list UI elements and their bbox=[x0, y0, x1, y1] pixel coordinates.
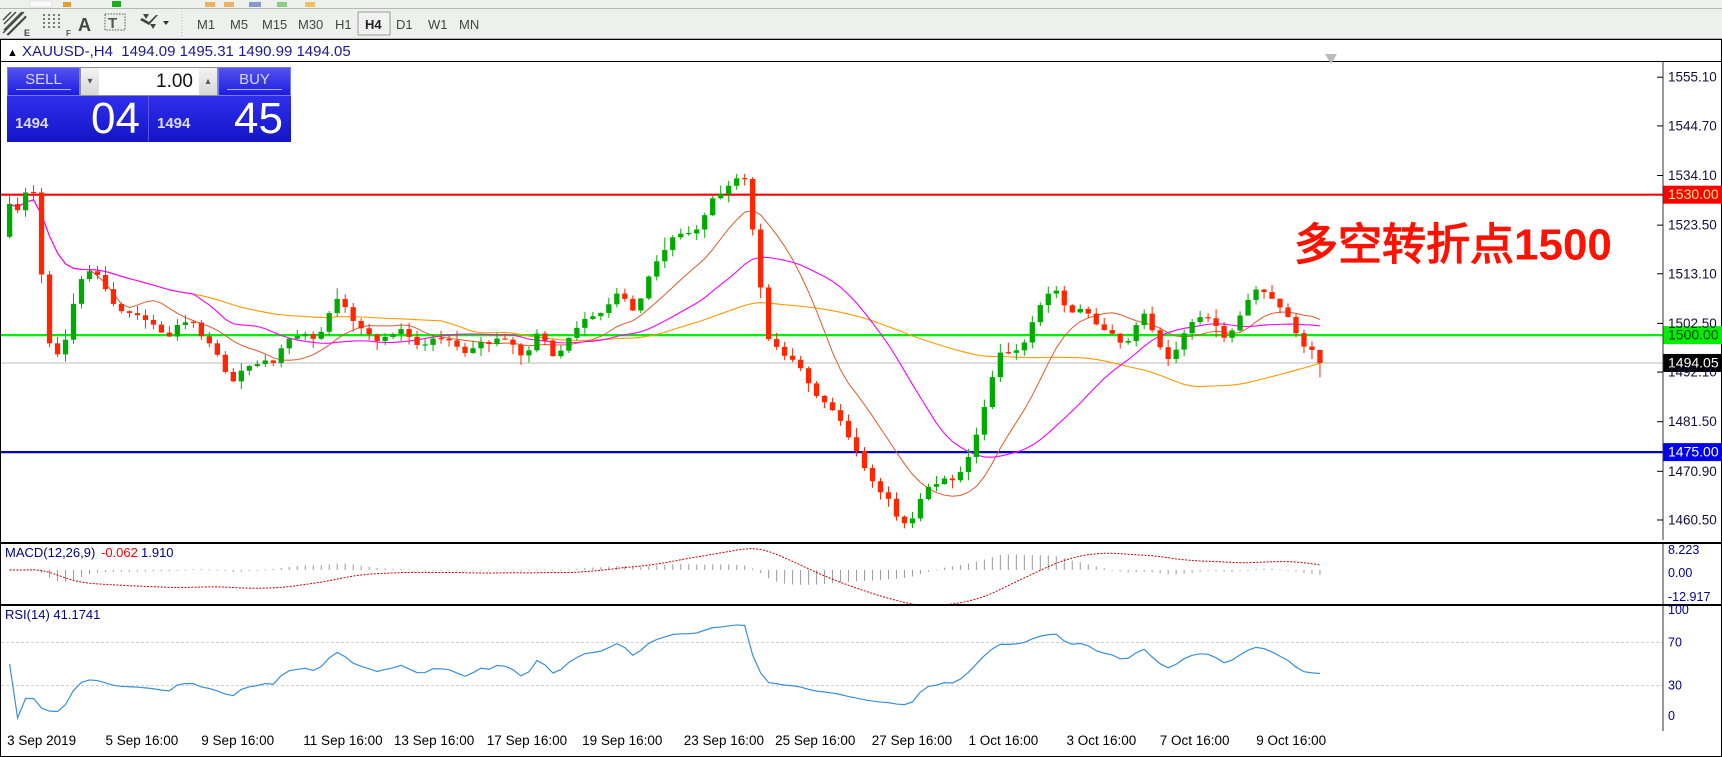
svg-text:3 Oct 16:00: 3 Oct 16:00 bbox=[1067, 733, 1137, 748]
svg-text:23 Sep 16:00: 23 Sep 16:00 bbox=[684, 733, 764, 748]
svg-text:1502.50: 1502.50 bbox=[1668, 316, 1717, 331]
svg-text:19 Sep 16:00: 19 Sep 16:00 bbox=[582, 733, 662, 748]
svg-text:M30: M30 bbox=[298, 17, 323, 32]
svg-text:1534.10: 1534.10 bbox=[1668, 168, 1717, 183]
svg-text:M5: M5 bbox=[230, 17, 248, 32]
svg-text:T: T bbox=[108, 15, 117, 32]
svg-text:1513.10: 1513.10 bbox=[1668, 266, 1717, 281]
svg-text:25 Sep 16:00: 25 Sep 16:00 bbox=[775, 733, 855, 748]
svg-text:M15: M15 bbox=[262, 17, 287, 32]
svg-text:8.223: 8.223 bbox=[1668, 543, 1699, 557]
svg-text:1492.10: 1492.10 bbox=[1668, 365, 1717, 380]
svg-text:H1: H1 bbox=[335, 17, 352, 32]
svg-text:-0.062: -0.062 bbox=[101, 545, 138, 560]
svg-text:0.00: 0.00 bbox=[1668, 566, 1692, 580]
svg-text:A: A bbox=[78, 15, 91, 35]
svg-text:1 Oct 16:00: 1 Oct 16:00 bbox=[969, 733, 1039, 748]
svg-text:W1: W1 bbox=[428, 17, 448, 32]
svg-text:1475.00: 1475.00 bbox=[1668, 444, 1719, 460]
svg-text:1544.70: 1544.70 bbox=[1668, 118, 1717, 133]
svg-text:13 Sep 16:00: 13 Sep 16:00 bbox=[394, 733, 474, 748]
svg-text:17 Sep 16:00: 17 Sep 16:00 bbox=[487, 733, 567, 748]
svg-text:100: 100 bbox=[1668, 603, 1689, 617]
svg-text:1523.50: 1523.50 bbox=[1668, 218, 1717, 233]
svg-text:0: 0 bbox=[1668, 709, 1675, 723]
svg-text:30: 30 bbox=[1668, 679, 1682, 693]
svg-text:9 Sep 16:00: 9 Sep 16:00 bbox=[201, 733, 274, 748]
svg-text:1555.10: 1555.10 bbox=[1668, 70, 1717, 85]
svg-text:1470.90: 1470.90 bbox=[1668, 464, 1717, 479]
svg-text:11 Sep 16:00: 11 Sep 16:00 bbox=[303, 733, 382, 748]
svg-text:5 Sep 16:00: 5 Sep 16:00 bbox=[106, 733, 179, 748]
svg-text:-12.917: -12.917 bbox=[1668, 590, 1710, 604]
svg-text:E: E bbox=[24, 28, 30, 38]
svg-text:27 Sep 16:00: 27 Sep 16:00 bbox=[872, 733, 952, 748]
svg-text:多空转折点1500: 多空转折点1500 bbox=[1294, 220, 1612, 269]
svg-text:1.910: 1.910 bbox=[141, 545, 174, 560]
svg-text:D1: D1 bbox=[396, 17, 413, 32]
svg-text:1481.50: 1481.50 bbox=[1668, 414, 1717, 429]
svg-text:RSI(14) 41.1741: RSI(14) 41.1741 bbox=[5, 607, 100, 622]
svg-text:MACD(12,26,9): MACD(12,26,9) bbox=[5, 545, 95, 560]
svg-text:M1: M1 bbox=[197, 17, 215, 32]
svg-text:9 Oct 16:00: 9 Oct 16:00 bbox=[1256, 733, 1326, 748]
svg-text:H4: H4 bbox=[365, 17, 382, 32]
svg-text:F: F bbox=[66, 29, 71, 38]
svg-text:3 Sep 2019: 3 Sep 2019 bbox=[7, 733, 76, 748]
svg-text:1530.00: 1530.00 bbox=[1668, 186, 1719, 202]
svg-text:70: 70 bbox=[1668, 635, 1682, 649]
svg-text:7 Oct 16:00: 7 Oct 16:00 bbox=[1160, 733, 1230, 748]
svg-text:MN: MN bbox=[459, 17, 479, 32]
svg-text:1460.50: 1460.50 bbox=[1668, 512, 1717, 527]
